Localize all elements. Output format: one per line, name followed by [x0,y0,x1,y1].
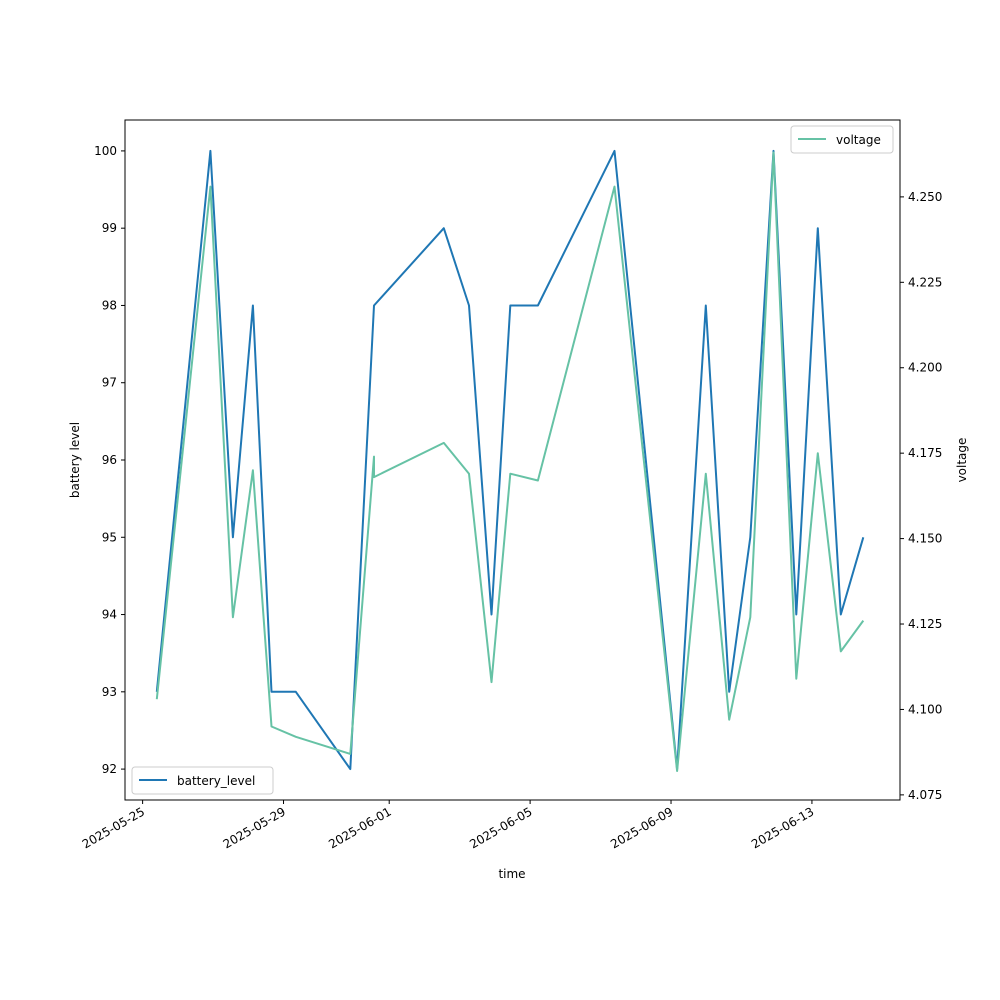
x-tick-label: 2025-05-29 [221,804,288,851]
legend-box [790,125,894,154]
x-axis: 2025-05-25 2025-05-29 2025-06-01 2025-06-05… [80,800,816,851]
y-axis-right-label: voltage [955,438,969,483]
x-tick-label: 2025-05-25 [80,804,147,851]
y-axis-right: 4.075 4.100 4.125 4.150 4.175 4.200 4.225 4.250 [900,190,942,802]
x-tick-label: 2025-06-05 [467,804,534,851]
y-left-tick-label: 97 [102,376,117,390]
y-left-tick-label: 93 [102,685,117,699]
y-left-tick-label: 95 [102,530,117,544]
y-left-tick-label: 100 [94,144,117,158]
y-axis-left-label: battery level [68,422,82,498]
legend-label-battery-level: battery_level [177,774,255,788]
y-left-tick-label: 99 [102,221,117,235]
legend-label-voltage: voltage [836,133,881,147]
y-right-tick-label: 4.250 [908,190,942,204]
legend-voltage: voltage [790,125,894,154]
legend-box [131,766,274,795]
y-right-tick-label: 4.200 [908,361,942,375]
y-left-tick-label: 94 [102,608,117,622]
y-right-tick-label: 4.150 [908,532,942,546]
series-line-voltage [155,151,865,772]
y-left-tick-label: 98 [102,298,117,312]
y-right-tick-label: 4.075 [908,788,942,802]
y-right-tick-label: 4.100 [908,702,942,716]
y-right-tick-label: 4.125 [908,617,942,631]
x-tick-label: 2025-06-09 [608,804,675,851]
x-axis-label: time [498,867,525,881]
x-tick-label: 2025-06-01 [326,804,393,851]
y-axis-left: 92 93 94 95 96 97 98 99 100 [94,144,125,776]
legend-battery-level: battery_level [131,766,274,795]
voltage-series [155,151,865,772]
x-tick-label: 2025-06-13 [749,804,816,851]
y-right-tick-label: 4.175 [908,446,942,460]
y-left-tick-label: 92 [102,762,117,776]
y-right-tick-label: 4.225 [908,275,942,289]
plot-area [125,120,900,800]
y-left-tick-label: 96 [102,453,117,467]
